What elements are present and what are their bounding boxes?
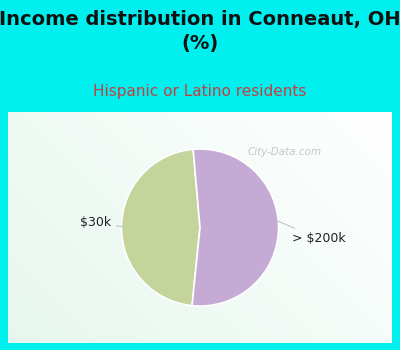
Text: $30k: $30k (80, 216, 123, 229)
Text: Income distribution in Conneaut, OH
(%): Income distribution in Conneaut, OH (%) (0, 10, 400, 53)
Text: City-Data.com: City-Data.com (248, 147, 322, 157)
Text: Hispanic or Latino residents: Hispanic or Latino residents (93, 84, 307, 99)
Wedge shape (192, 149, 278, 306)
Wedge shape (122, 149, 200, 306)
Text: > $200k: > $200k (274, 220, 346, 245)
